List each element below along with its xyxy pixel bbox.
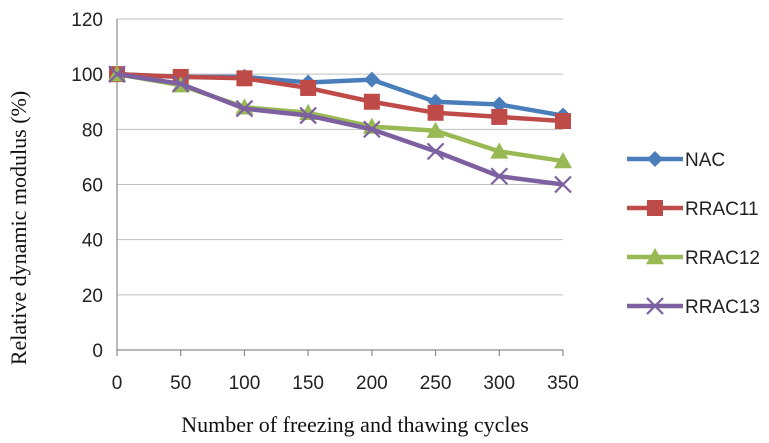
legend: NAC RRAC11 RRAC12 RRAC13 <box>627 150 760 318</box>
y-tick-label: 20 <box>82 286 103 307</box>
legend-item-rrac11: RRAC11 <box>627 199 759 220</box>
x-tick-label: 100 <box>229 373 261 394</box>
x-axis-title: Number of freezing and thawing cycles <box>181 412 529 437</box>
data-point-rrac11 <box>236 70 252 86</box>
legend-item-rrac12: RRAC12 <box>627 248 760 269</box>
x-tick-label: 50 <box>170 373 191 394</box>
x-tick-label: 200 <box>356 373 388 394</box>
x-tick-labels: 0 50 100 150 200 250 300 350 <box>112 373 579 394</box>
data-point-rrac11 <box>428 105 444 121</box>
data-point-rrac11 <box>364 94 380 110</box>
data-point-rrac11 <box>491 109 507 125</box>
legend-label-rrac13: RRAC13 <box>685 297 760 318</box>
x-tick-label: 150 <box>292 373 324 394</box>
y-tick-labels: 0 20 40 60 80 100 120 <box>71 10 103 362</box>
legend-label-nac: NAC <box>685 150 725 171</box>
y-tick-label: 100 <box>71 65 103 86</box>
legend-marker-nac <box>647 151 663 167</box>
y-tick-label: 40 <box>82 231 103 252</box>
legend-item-nac: NAC <box>627 150 725 171</box>
y-tick-label: 0 <box>92 341 103 362</box>
y-tick-label: 60 <box>82 176 103 197</box>
legend-item-rrac13: RRAC13 <box>627 297 760 318</box>
x-tick-label: 350 <box>547 373 579 394</box>
x-tick-label: 0 <box>112 373 123 394</box>
x-tick-label: 250 <box>420 373 452 394</box>
x-tick-label: 300 <box>483 373 515 394</box>
legend-label-rrac11: RRAC11 <box>685 199 759 220</box>
y-tick-label: 120 <box>71 10 103 31</box>
y-tick-label: 80 <box>82 120 103 141</box>
data-point-rrac11 <box>555 113 571 129</box>
y-axis-title: Relative dynamic modulus (%) <box>6 91 31 365</box>
legend-label-rrac12: RRAC12 <box>685 248 760 269</box>
data-point-rrac11 <box>300 80 316 96</box>
legend-marker-rrac11 <box>647 200 663 216</box>
